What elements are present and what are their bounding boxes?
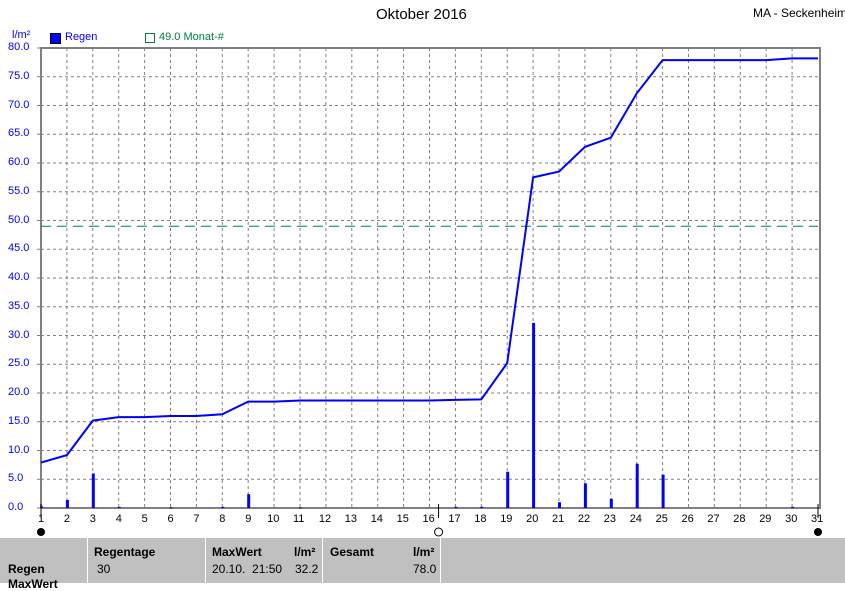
rain-bar <box>299 507 302 509</box>
x-tick-label: 1 <box>38 513 45 525</box>
x-tick-label: 19 <box>500 513 513 525</box>
rain-bar <box>635 463 639 508</box>
x-tick-label: 22 <box>577 513 591 525</box>
rain-bar <box>558 502 561 508</box>
summary-panel <box>0 538 845 583</box>
x-tick-label: 28 <box>733 513 746 525</box>
rain-bar <box>65 499 69 508</box>
rain-bar <box>506 471 510 508</box>
period-end-icon <box>814 528 822 536</box>
gesamt-value: 78.0 <box>413 562 437 576</box>
x-tick-label: 2 <box>63 513 71 525</box>
x-tick-label: 10 <box>267 513 280 525</box>
x-tick-label: 13 <box>344 513 358 525</box>
y-tick-label: 80.0 <box>8 41 30 53</box>
y-tick-label: 50.0 <box>8 213 30 226</box>
rain-bar <box>454 506 458 508</box>
y-tick-label: 40.0 <box>8 271 30 283</box>
x-tick-label: 29 <box>759 513 772 525</box>
rain-bar <box>480 506 484 508</box>
y-tick-label: 25.0 <box>8 357 30 370</box>
rain-bar <box>609 498 613 508</box>
y-tick-label: 75.0 <box>8 69 30 82</box>
x-tick-label: 4 <box>115 513 122 525</box>
full-moon-icon <box>434 527 444 537</box>
y-tick-label: 55.0 <box>8 184 30 197</box>
x-tick-label: 23 <box>603 513 617 525</box>
y-tick-label: 15.0 <box>8 414 30 427</box>
period-start-icon <box>37 528 45 536</box>
maxwert-unit: l/m² <box>294 545 316 559</box>
x-tick-label: 8 <box>219 513 226 525</box>
station-name: MA - Seckenheim <box>753 6 845 20</box>
cumulative-rain-line <box>40 57 818 464</box>
chart-title: Oktober 2016 <box>376 6 467 23</box>
y-tick-label: 35.0 <box>8 299 30 312</box>
x-tick-label: 16 <box>422 513 435 525</box>
y-tick-label: 30.0 <box>8 328 30 341</box>
y-axis-label: l/m² <box>12 29 31 41</box>
y-tick-label: 20.0 <box>8 386 30 398</box>
x-tick-label: 6 <box>167 513 174 525</box>
gesamt-unit: l/m² <box>413 545 435 559</box>
y-tick-label: 60.0 <box>8 156 30 168</box>
y-tick-label: 10.0 <box>8 443 30 456</box>
legend-month-swatch <box>145 33 155 43</box>
y-tick-label: 5.0 <box>8 472 24 485</box>
x-tick-label: 20 <box>526 513 539 525</box>
gesamt-header: Gesamt <box>330 545 375 559</box>
legend-month: 49.0 Monat-# <box>159 31 224 43</box>
rain-bar <box>40 506 43 508</box>
x-tick-label: 11 <box>293 513 305 525</box>
max-time: 20.10. 21:50 <box>212 562 283 576</box>
rain-bar <box>221 506 225 508</box>
legend-regen: Regen <box>65 31 98 43</box>
rain-chart <box>37 47 822 537</box>
x-tick-label: 5 <box>141 513 148 525</box>
maxwert-header: MaxWert <box>212 545 262 559</box>
rain-bar <box>791 506 795 508</box>
rain-bar <box>117 506 121 508</box>
x-tick-label: 9 <box>245 513 252 525</box>
regentage-header: Regentage <box>94 545 156 559</box>
rain-bar <box>247 494 251 508</box>
x-tick-label: 30 <box>785 513 798 525</box>
regentage-value: 30 <box>97 562 111 576</box>
rain-bar <box>169 507 173 509</box>
x-tick-label: 3 <box>89 513 96 525</box>
legend-regen-swatch <box>50 33 61 44</box>
rain-bar <box>583 483 587 508</box>
x-tick-label: 7 <box>193 513 200 525</box>
row-label-regen: Regen <box>8 562 45 576</box>
x-tick-label: 26 <box>681 513 694 525</box>
x-tick-label: 12 <box>318 513 332 525</box>
x-tick-label: 18 <box>474 513 487 525</box>
x-tick-label: 14 <box>370 513 383 525</box>
x-tick-label: 15 <box>396 513 409 525</box>
rain-bar <box>661 474 665 508</box>
x-tick-label: 24 <box>629 513 642 525</box>
x-tick-label: 21 <box>552 513 565 525</box>
x-tick-label: 25 <box>655 513 668 525</box>
y-tick-label: 65.0 <box>8 127 30 140</box>
y-tick-label: 0.0 <box>8 501 24 513</box>
y-tick-label: 45.0 <box>8 242 30 255</box>
x-tick-label: 17 <box>448 513 461 525</box>
max-value: 32.2 <box>295 562 319 576</box>
rain-bar <box>532 322 536 508</box>
row-label-maxwert: MaxWert <box>8 577 58 591</box>
y-tick-label: 70.0 <box>8 98 30 111</box>
x-tick-label: 31 <box>811 513 824 525</box>
x-tick-label: 27 <box>707 513 720 525</box>
rain-bar <box>91 473 95 508</box>
